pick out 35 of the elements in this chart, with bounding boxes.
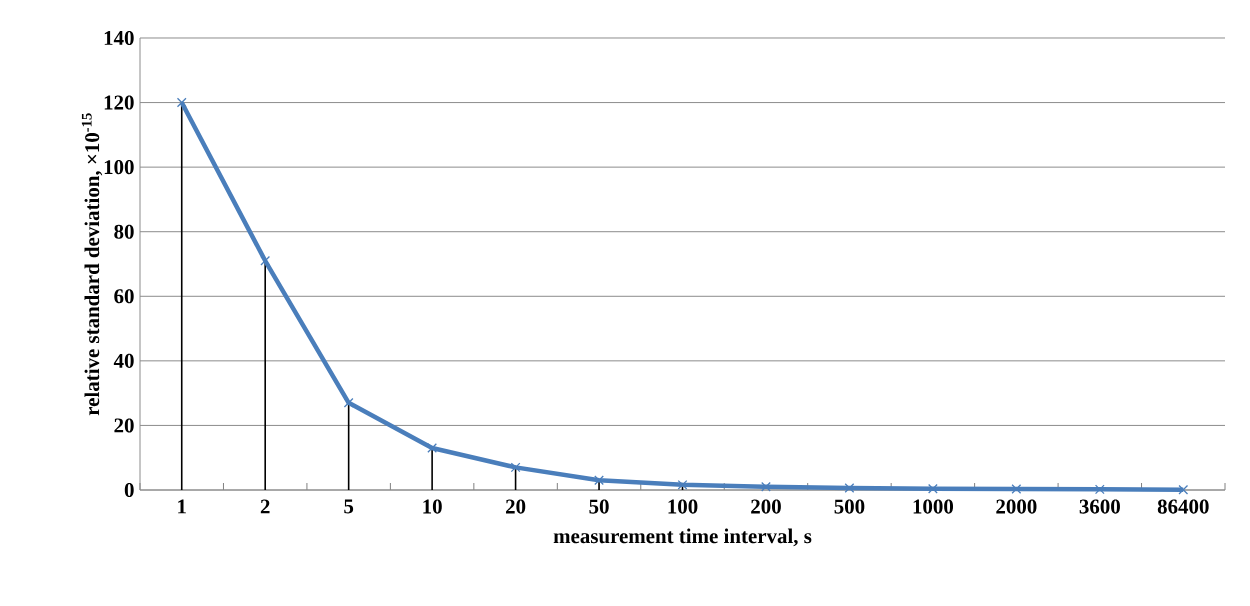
point xyxy=(510,462,521,473)
point xyxy=(594,475,604,486)
point xyxy=(176,97,187,108)
x-tick-label: 5 xyxy=(344,499,354,514)
y-tick-label: 100 xyxy=(104,160,134,175)
x-tick-label: 2 xyxy=(260,499,270,514)
y-tick-label: 80 xyxy=(114,224,134,239)
x-tick-label: 2000 xyxy=(996,499,1037,514)
x-tick-label: 20 xyxy=(505,499,526,514)
x-tick-label: 3600 xyxy=(1079,499,1120,514)
y-tick-label: 40 xyxy=(113,353,134,368)
x-tick-label: 1 xyxy=(178,499,186,514)
x-tick-label: 1000 xyxy=(913,499,954,514)
y-tick-label: 60 xyxy=(114,289,134,304)
point xyxy=(1011,484,1022,494)
y-tick-label: 0 xyxy=(124,482,134,498)
x-tick-label: 50 xyxy=(589,499,609,514)
x-tick-label: 200 xyxy=(751,499,781,514)
x-tick-label: 10 xyxy=(423,499,442,514)
point xyxy=(343,397,354,408)
point xyxy=(844,483,855,493)
point xyxy=(928,483,938,494)
point xyxy=(1178,484,1189,495)
y-tick-label: 120 xyxy=(104,95,134,110)
point xyxy=(677,479,688,490)
x-tick-label: 86400 xyxy=(1157,499,1209,514)
x-axis-title: measurement time interval, s xyxy=(553,528,812,547)
point xyxy=(427,443,438,453)
x-tick-label: 100 xyxy=(668,499,698,514)
x-tick-label: 500 xyxy=(834,499,865,514)
point xyxy=(1094,484,1105,495)
y-axis-title: relative standard deviation, ×10$^{-15}$ xyxy=(81,113,103,416)
point xyxy=(761,481,771,492)
y-tick-label: 20 xyxy=(114,418,134,433)
y-tick-label: 140 xyxy=(104,30,134,46)
